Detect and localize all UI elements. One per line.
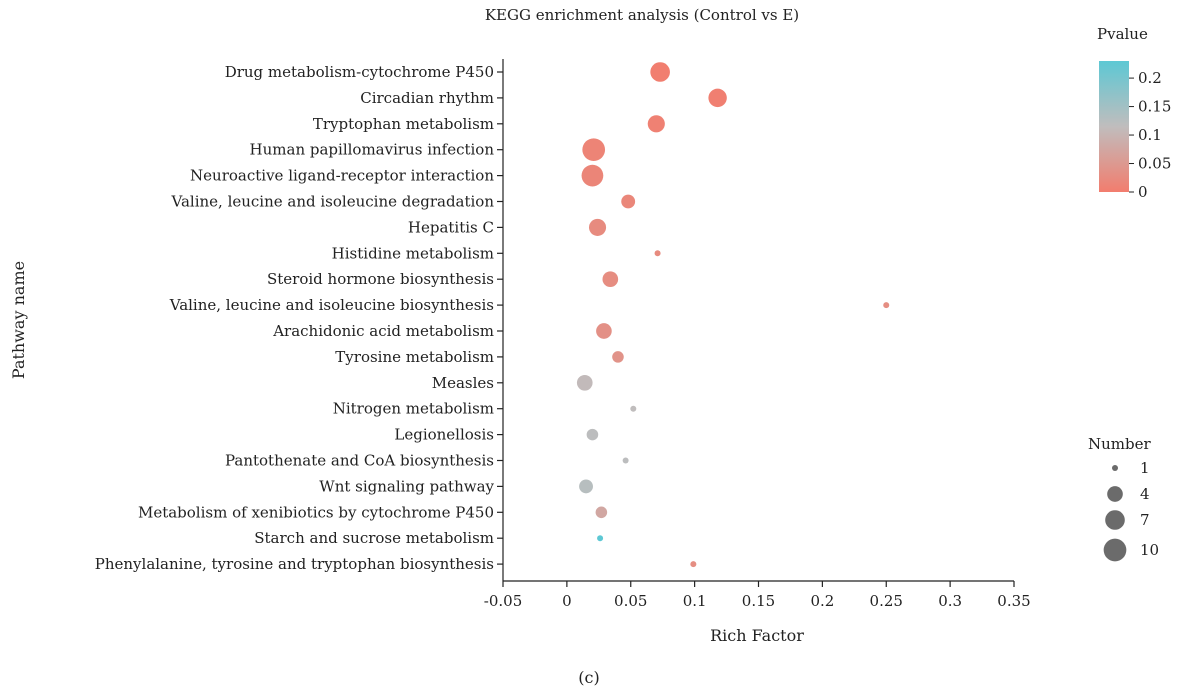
y-axis-categories: Drug metabolism-cytochrome P450 Circadian…	[95, 63, 503, 573]
y-tick-label: Measles	[432, 374, 494, 392]
data-points	[576, 62, 890, 568]
y-axis-label: Pathway name	[9, 261, 28, 379]
y-tick-label: Steroid hormone biosynthesis	[267, 270, 494, 288]
y-tick-label: Valine, leucine and isoleucine biosynthe…	[169, 296, 494, 314]
data-point	[650, 62, 670, 82]
number-legend-dot	[1112, 465, 1118, 471]
data-point	[708, 88, 727, 108]
x-tick-label: 0.2	[810, 592, 834, 610]
y-tick-label: Tryptophan metabolism	[313, 115, 494, 133]
y-tick-label: Tyrosine metabolism	[335, 348, 494, 366]
x-tick-label: -0.05	[484, 592, 522, 610]
data-point	[602, 271, 619, 288]
x-tick-label: 0.3	[938, 592, 962, 610]
number-legend-label: 4	[1140, 485, 1150, 503]
y-tick-label: Phenylalanine, tyrosine and tryptophan b…	[95, 555, 494, 573]
data-point	[630, 405, 637, 412]
data-point	[883, 302, 890, 309]
data-point	[586, 428, 599, 441]
y-tick-label: Histidine metabolism	[332, 244, 494, 262]
x-axis-label: Rich Factor	[710, 626, 804, 645]
y-tick-label: Pantothenate and CoA biosynthesis	[225, 452, 494, 470]
x-tick-label: 0.15	[742, 592, 775, 610]
data-point	[581, 164, 604, 187]
pvalue-color-bar	[1099, 61, 1129, 192]
y-tick-label: Arachidonic acid metabolism	[272, 322, 494, 340]
number-legend-items: 1 4 7 10	[1103, 459, 1159, 562]
data-point	[582, 138, 606, 162]
x-tick-label: 0	[562, 592, 572, 610]
number-legend-title: Number	[1088, 435, 1151, 453]
y-tick-label: Neuroactive ligand-receptor interaction	[190, 167, 494, 185]
data-point	[612, 351, 624, 363]
plot-area: Drug metabolism-cytochrome P450 Circadian…	[95, 59, 1031, 610]
pvalue-legend-ticks: 0.2 0.15 0.1 0.05 0	[1129, 69, 1171, 201]
pvalue-tick-label: 0.05	[1138, 155, 1171, 173]
data-point	[654, 250, 661, 257]
y-tick-label: Starch and sucrose metabolism	[254, 529, 494, 547]
number-legend-label: 7	[1140, 511, 1150, 529]
y-tick-label: Human papillomavirus infection	[250, 141, 495, 159]
data-point	[596, 323, 612, 339]
x-tick-label: 0.05	[614, 592, 647, 610]
data-point	[647, 115, 665, 133]
number-legend-dot	[1103, 538, 1127, 562]
data-point	[579, 479, 593, 494]
number-legend-dot	[1105, 510, 1125, 530]
x-tick-label: 0.1	[683, 592, 707, 610]
data-point	[588, 218, 607, 236]
data-point	[576, 374, 593, 391]
x-tick-label: 0.25	[870, 592, 903, 610]
data-point	[597, 535, 604, 542]
number-legend-label: 1	[1140, 459, 1150, 477]
data-point	[690, 561, 697, 568]
pvalue-legend-title: Pvalue	[1097, 25, 1148, 43]
number-legend: Number 1 4 7 10	[1088, 435, 1159, 562]
pvalue-tick-label: 0.15	[1138, 98, 1171, 116]
chart-title: KEGG enrichment analysis (Control vs E)	[485, 6, 799, 24]
y-tick-label: Wnt signaling pathway	[319, 477, 494, 495]
y-tick-label: Hepatitis C	[408, 218, 494, 236]
x-tick-label: 0.35	[997, 592, 1030, 610]
pvalue-tick-label: 0.2	[1138, 69, 1162, 87]
data-point	[621, 194, 636, 209]
pvalue-tick-label: 0.1	[1138, 126, 1162, 144]
y-tick-label: Legionellosis	[394, 426, 494, 444]
y-tick-label: Valine, leucine and isoleucine degradati…	[171, 193, 495, 211]
y-tick-label: Circadian rhythm	[360, 89, 494, 107]
number-legend-dot	[1107, 486, 1123, 502]
pvalue-legend: Pvalue 0.2 0.15 0.1 0.05 0	[1097, 25, 1171, 201]
x-axis-ticks: -0.05 0 0.05 0.1 0.15 0.2 0.25 0.3 0.35	[484, 581, 1031, 610]
pvalue-tick-label: 0	[1138, 183, 1148, 201]
figure-caption: (c)	[578, 668, 599, 686]
y-tick-label: Nitrogen metabolism	[333, 400, 494, 418]
data-point	[622, 457, 629, 464]
y-tick-label: Drug metabolism-cytochrome P450	[225, 63, 494, 81]
y-tick-label: Metabolism of xenibiotics by cytochrome …	[138, 503, 494, 521]
number-legend-label: 10	[1140, 541, 1159, 559]
data-point	[595, 506, 608, 519]
